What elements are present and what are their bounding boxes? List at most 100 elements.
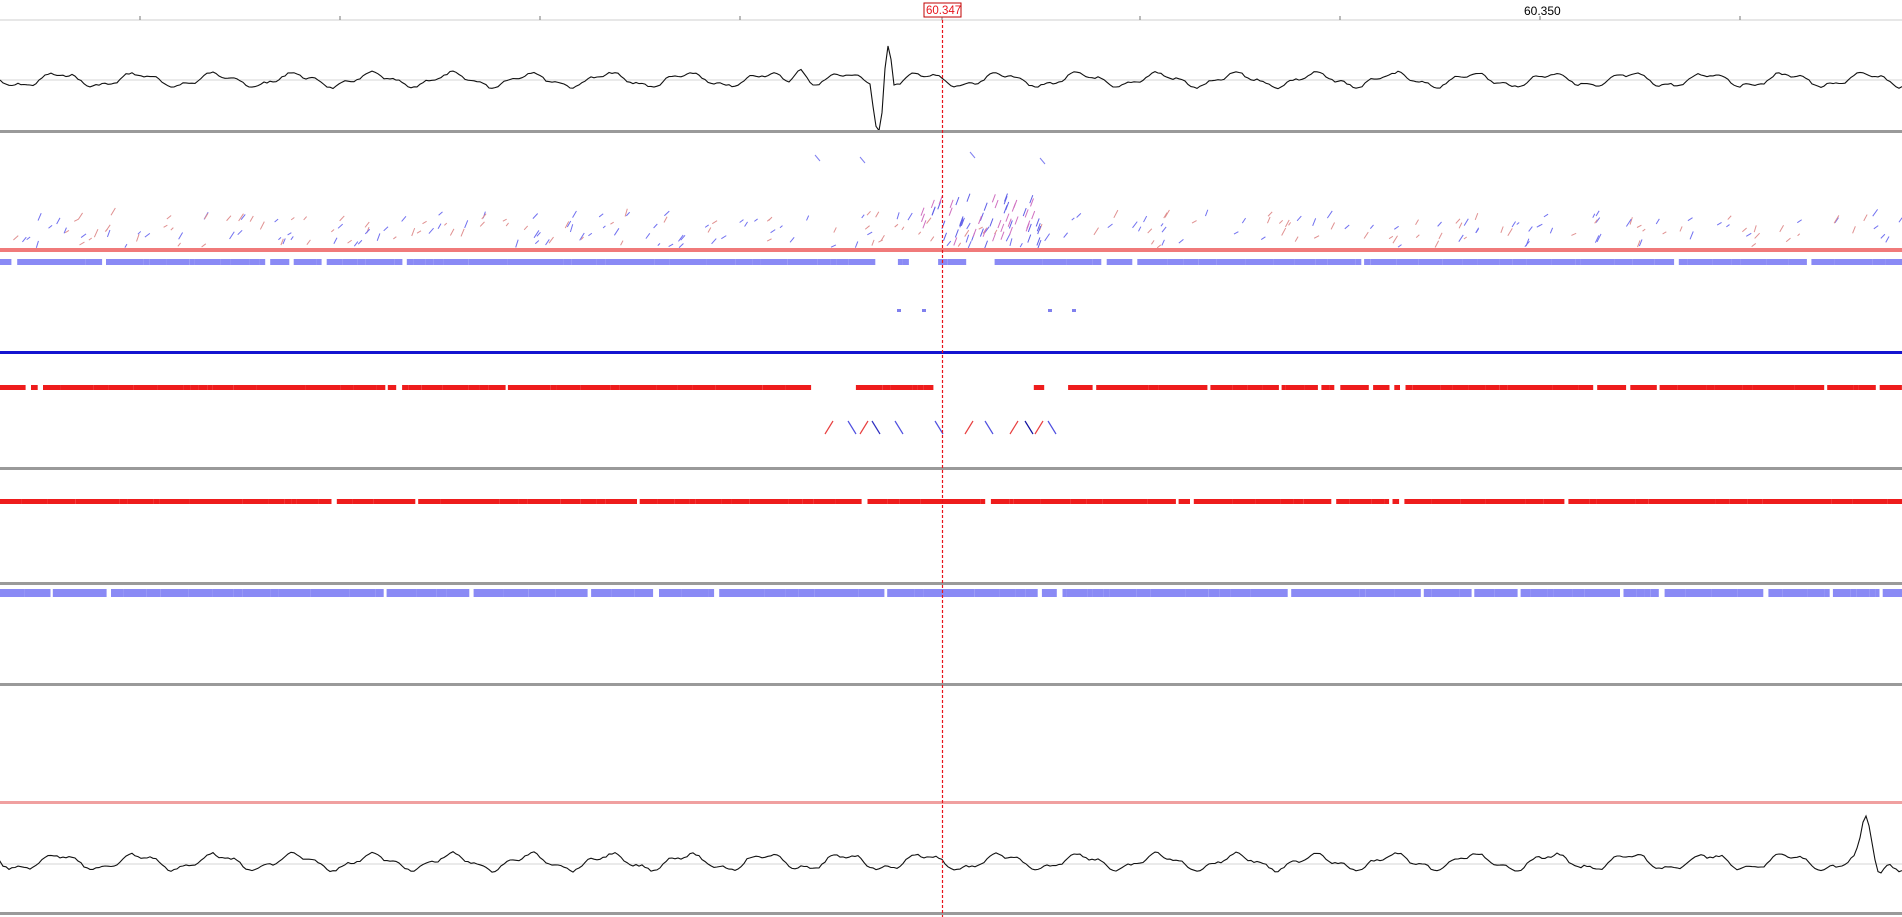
band-segment [1678,259,1688,265]
band-segment [365,259,395,265]
band-segment [1882,589,1887,597]
band-segment [912,385,918,390]
band-segment [242,259,250,265]
band-segment [291,499,297,504]
scatter-mark [1161,226,1167,233]
scatter-mark [104,228,108,232]
scatter-mark [1592,213,1596,218]
scatter-mark [959,217,964,227]
scatter-mark [1035,218,1040,227]
scatter-mark [1151,240,1155,245]
tier-empty[interactable] [0,686,1902,801]
tier-blue[interactable] [0,589,1902,597]
scatter-mark [1415,234,1420,238]
scatter-mark [79,241,85,246]
band-segment [1768,589,1783,597]
band-segment [1498,499,1526,504]
scatter-mark [1029,194,1034,204]
small-mark [897,309,901,312]
band-segment [1216,259,1246,265]
scatter-mark [766,218,771,222]
band-segment [249,259,260,265]
track-separator[interactable] [0,912,1902,915]
tier-red-band [0,499,1902,504]
band-segment [1066,589,1088,597]
scatter-mark [416,230,422,234]
band-segment [1042,259,1067,265]
scatter-mark [93,229,99,238]
scatter-mark [930,199,935,209]
band-segment [547,589,556,597]
band-segment [887,589,915,597]
band-segment [198,385,208,390]
scatter-mark [1880,233,1886,239]
scatter-mark [830,244,837,248]
band-segment [1247,385,1263,390]
band-segment [353,385,377,390]
scatter-mark [854,241,859,248]
band-segment [0,259,12,265]
scatter-mark [1330,222,1335,230]
scatter-mark [864,225,870,230]
band-segment [1232,499,1256,504]
band-segment [1373,385,1390,390]
band-segment [605,499,627,504]
band-segment [835,499,862,504]
track-separator[interactable] [0,130,1902,133]
track-scatter-top[interactable] [0,151,1902,312]
band-segment [923,589,953,597]
track-separator[interactable] [0,801,1902,804]
band-segment [1740,259,1767,265]
band-segment [1178,499,1190,504]
band-segment [1617,499,1636,504]
scatter-mark [931,207,936,216]
scatter-mark [954,229,959,238]
band-segment [1198,259,1217,265]
scatter-mark [964,229,970,237]
scatter-mark [401,216,407,222]
band-segment [1250,589,1272,597]
scatter-mark [481,213,487,220]
band-segment [1499,259,1513,265]
tier-blue-red[interactable] [0,351,1902,435]
band-segment [1210,385,1233,390]
band-segment [1285,385,1305,390]
track-separator[interactable] [0,683,1902,686]
scatter-mark [1093,227,1099,236]
scatter-mark [744,221,748,227]
time-cursor[interactable]: 60.347 [923,2,962,917]
track-waveform-bottom[interactable] [0,814,1902,874]
band-segment [1772,385,1795,390]
band-segment [1474,589,1495,597]
band-segment [685,259,707,265]
scatter-mark [969,151,976,159]
scatter-mark [1455,218,1461,224]
scatter-mark [1000,223,1005,233]
track-separator[interactable] [0,582,1902,585]
band-segment [188,589,213,597]
scatter-mark [1026,220,1031,229]
track-separator[interactable] [0,467,1902,470]
band-segment [1230,589,1251,597]
scatter-mark [1027,223,1032,233]
band-segment [157,385,184,390]
scatter-mark [620,240,624,246]
band-segment [596,259,606,265]
band-segment [326,259,343,265]
band-segment [256,385,286,390]
band-segment [479,385,489,390]
diagonal-mark [1034,420,1044,435]
scatter-mark [965,234,970,243]
track-waveform-top[interactable] [0,45,1902,133]
scatter-mark [766,238,772,242]
scatter-mark [347,239,352,244]
band-segment [1148,385,1159,390]
cursor-label-box[interactable] [923,2,962,18]
band-segment [1860,499,1888,504]
tier-red[interactable] [0,499,1902,504]
scatter-mark [505,222,509,227]
band-segment [408,385,422,390]
band-segment [220,259,231,265]
